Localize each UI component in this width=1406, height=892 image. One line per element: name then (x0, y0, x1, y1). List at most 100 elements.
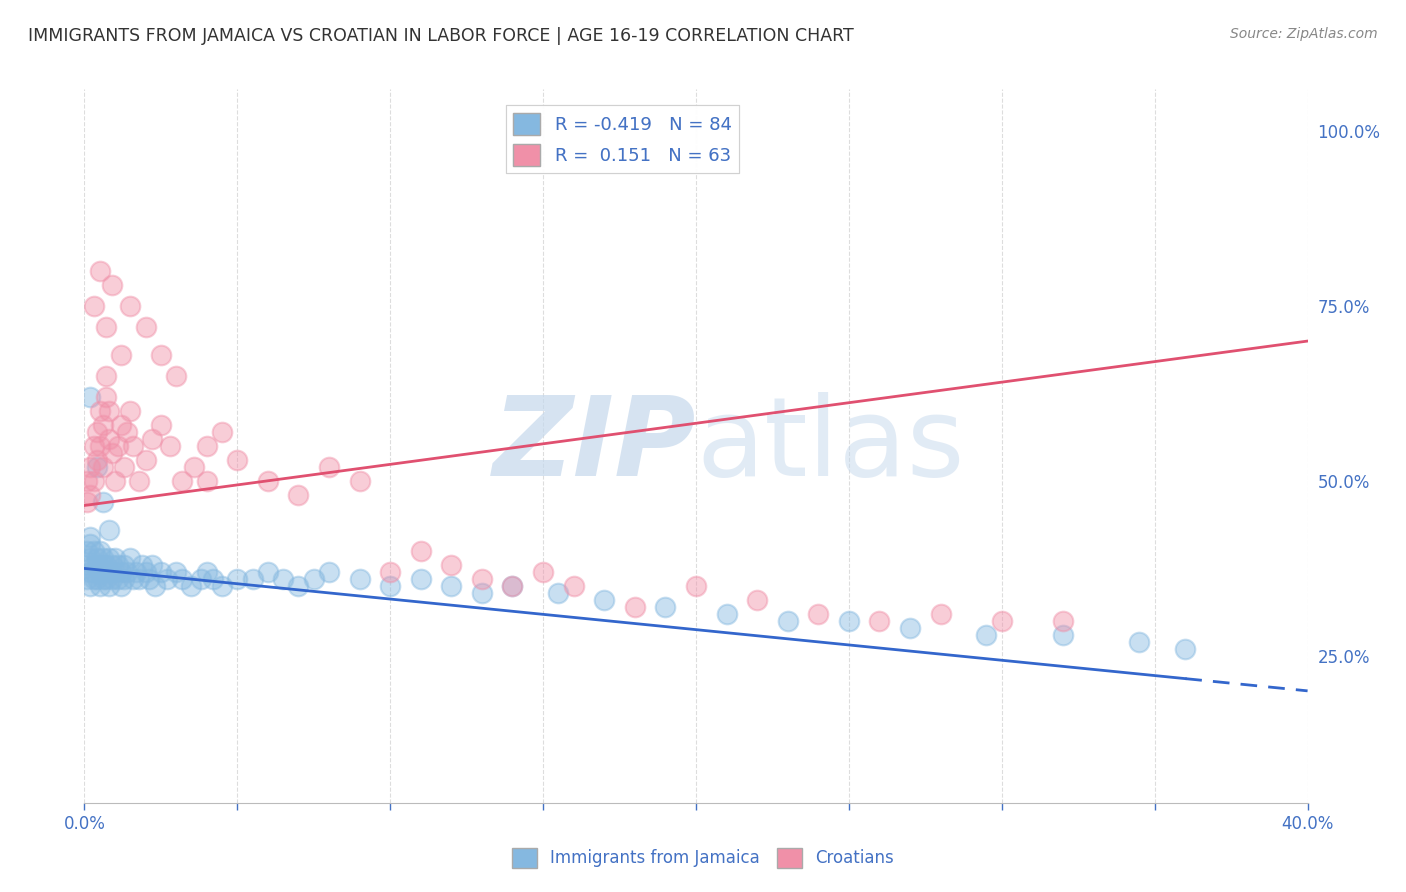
Point (242, 572, 264, 586)
Point (112, 558, 135, 572)
Point (349, 572, 371, 586)
Point (115, 425, 138, 439)
Point (104, 550, 127, 565)
Point (89, 565, 111, 579)
Point (159, 439, 181, 453)
Point (149, 417, 172, 432)
Point (190, 572, 212, 586)
Point (79, 579, 101, 593)
Point (135, 453, 157, 467)
Point (287, 579, 309, 593)
Point (83, 439, 105, 453)
Point (120, 404, 142, 418)
Point (257, 474, 280, 488)
Point (149, 348, 172, 362)
Point (86, 572, 108, 586)
Text: Source: ZipAtlas.com: Source: ZipAtlas.com (1230, 27, 1378, 41)
Point (991, 614, 1014, 628)
Point (869, 614, 891, 628)
Point (349, 474, 371, 488)
Point (76, 474, 98, 488)
Point (440, 558, 463, 572)
Point (135, 565, 157, 579)
Point (89, 439, 111, 453)
Point (79, 565, 101, 579)
Text: ZIP: ZIP (492, 392, 696, 500)
Point (183, 460, 205, 475)
Point (101, 558, 124, 572)
Point (94, 320, 117, 334)
Point (76, 558, 98, 572)
Point (172, 474, 194, 488)
Point (89, 544, 111, 558)
Point (624, 599, 647, 614)
Point (97, 579, 120, 593)
Point (1052, 628, 1074, 642)
Point (156, 572, 179, 586)
Point (101, 278, 124, 293)
Point (149, 565, 172, 579)
Point (226, 572, 249, 586)
Point (86, 558, 108, 572)
Point (654, 599, 676, 614)
Point (94, 558, 117, 572)
Point (562, 579, 585, 593)
Point (79, 530, 101, 544)
Point (409, 572, 432, 586)
Point (128, 474, 150, 488)
Point (141, 558, 163, 572)
Point (138, 572, 160, 586)
Point (107, 558, 129, 572)
Point (135, 320, 157, 334)
Point (76, 495, 98, 509)
Point (89, 264, 111, 278)
Point (195, 474, 218, 488)
Point (747, 593, 769, 607)
Point (195, 565, 218, 579)
Point (531, 565, 554, 579)
Point (94, 390, 117, 404)
Point (83, 544, 105, 558)
Point (115, 565, 138, 579)
Point (287, 488, 309, 502)
Point (502, 579, 524, 593)
Point (122, 439, 145, 453)
Point (86, 425, 108, 439)
Legend: R = -0.419   N = 84, R =  0.151   N = 63: R = -0.419 N = 84, R = 0.151 N = 63 (506, 105, 740, 173)
Point (180, 579, 202, 593)
Point (101, 446, 124, 460)
Point (91, 417, 114, 432)
Point (112, 572, 135, 586)
Point (79, 488, 101, 502)
Point (91, 572, 114, 586)
Point (104, 474, 127, 488)
Point (97, 565, 120, 579)
Point (838, 614, 860, 628)
Point (79, 460, 101, 475)
Point (83, 565, 105, 579)
Point (165, 565, 187, 579)
Point (380, 579, 402, 593)
Text: IMMIGRANTS FROM JAMAICA VS CROATIAN IN LABOR FORCE | AGE 16-19 CORRELATION CHART: IMMIGRANTS FROM JAMAICA VS CROATIAN IN L… (28, 27, 853, 45)
Point (120, 550, 142, 565)
Point (1052, 614, 1074, 628)
Point (976, 628, 998, 642)
Point (97, 432, 120, 446)
Point (91, 558, 114, 572)
Point (380, 565, 402, 579)
Point (110, 565, 132, 579)
Point (1128, 635, 1150, 649)
Point (91, 550, 114, 565)
Point (547, 586, 569, 600)
Point (76, 544, 98, 558)
Point (97, 523, 120, 537)
Point (165, 369, 187, 384)
Point (120, 299, 142, 313)
Point (110, 579, 132, 593)
Point (685, 579, 707, 593)
Point (471, 586, 494, 600)
Point (471, 572, 494, 586)
Point (94, 572, 117, 586)
Point (112, 460, 135, 475)
Point (122, 572, 145, 586)
